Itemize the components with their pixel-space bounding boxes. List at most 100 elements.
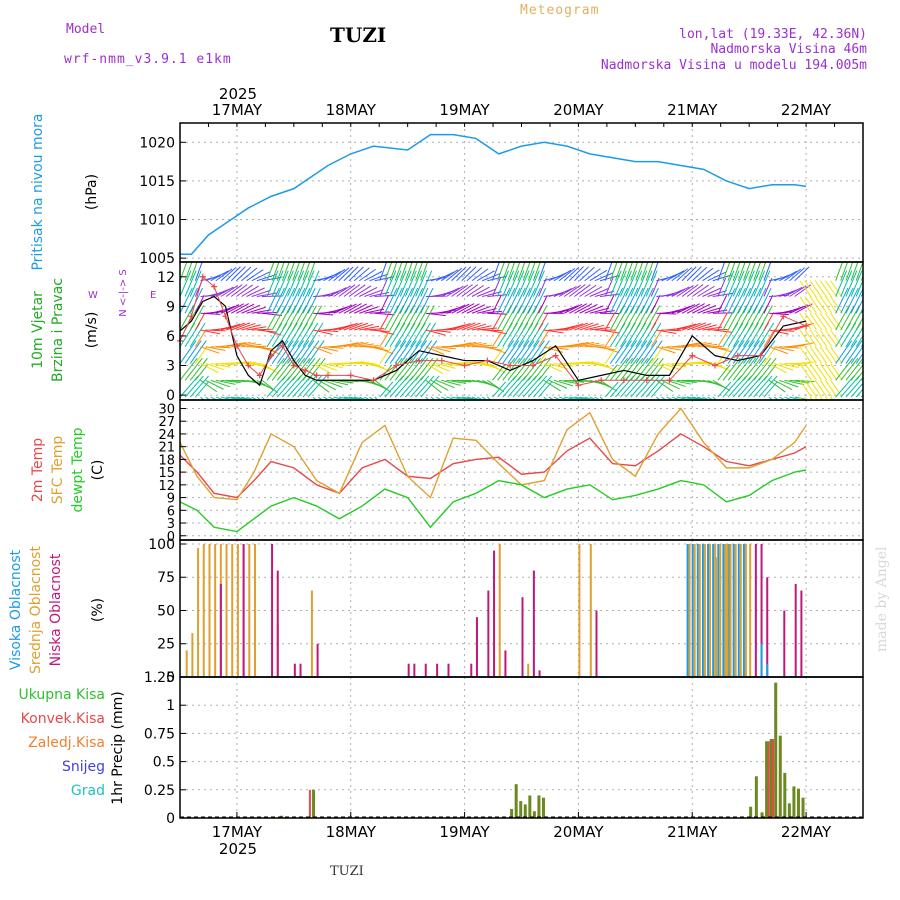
cloud-ylabel-high: Visoka Oblacnost [8, 549, 24, 670]
wind-arrow [599, 346, 620, 354]
wind-arrow [436, 346, 457, 350]
wind-arrow [194, 329, 207, 348]
wind-arrow [830, 363, 843, 381]
wind-arrow [650, 312, 662, 331]
wind-arrow [302, 305, 317, 331]
wind-arrow [348, 284, 366, 297]
temp-ylabel-dew: dewpt Temp [70, 427, 86, 512]
wind-arrow [620, 340, 638, 364]
wind-arrow [184, 375, 204, 398]
wind-arrow [210, 346, 231, 349]
cloud-bar [783, 610, 786, 677]
wind-arrow [661, 379, 680, 390]
wind-arrow [635, 270, 648, 297]
wind-arrow [614, 262, 623, 281]
wind-arrow [697, 343, 718, 348]
wind-arrow [297, 262, 306, 281]
wind-arrow [579, 342, 600, 348]
wind-gust-marker [324, 372, 331, 379]
wind-arrow [681, 396, 699, 400]
wind-arrow [819, 296, 833, 314]
wind-arrow [656, 379, 674, 392]
wind-arrow [282, 287, 296, 314]
cloud-bar [436, 663, 439, 677]
wind-arrow [722, 340, 740, 364]
wind-gust-marker [689, 352, 696, 359]
wind-arrow [538, 346, 551, 364]
wind-arrow [779, 379, 799, 388]
wind-arrow [666, 346, 687, 348]
wind-arrow [574, 303, 593, 314]
wind-arrow [522, 357, 541, 381]
lonlat: lon,lat (19.33E, 42.36N) [679, 27, 867, 42]
cloud-bar [766, 577, 769, 677]
wind-arrow [441, 287, 460, 297]
wind-arrow [835, 305, 850, 331]
wind-arrow [405, 375, 425, 398]
wind-arrow [425, 379, 442, 394]
wind-arrow [384, 375, 404, 398]
wind-arrow [318, 329, 339, 333]
wind-arrow [292, 305, 307, 331]
wind-arrow [676, 304, 696, 314]
temp-dewpt-line [179, 469, 807, 533]
wind-arrow [271, 270, 284, 297]
wind-arrow [359, 268, 376, 282]
cloud-bar [447, 663, 450, 677]
wind-arrow [461, 322, 481, 331]
wind-arrow [302, 287, 316, 314]
wind-gust-marker [199, 273, 206, 280]
pressure-line [180, 133, 807, 256]
wind-arrow [768, 346, 789, 355]
wind-arrow [451, 303, 470, 314]
wind-arrow [430, 329, 451, 333]
wind-arrow [825, 346, 838, 364]
wind-arrow [297, 340, 315, 364]
cloud-bar [532, 570, 535, 677]
wind-arrow [574, 361, 595, 365]
wind-arrow [343, 266, 359, 282]
wind-arrow [425, 346, 445, 355]
wind-gust-marker [575, 382, 582, 389]
wind-arrow [809, 346, 822, 364]
wind-arrow [328, 287, 347, 297]
bottom-day-label: 20MAY [553, 823, 604, 841]
wind-arrow [225, 284, 243, 297]
wind-arrow [784, 306, 804, 314]
precip-bar [528, 795, 532, 818]
wind-arrow [389, 340, 407, 364]
wind-arrow [399, 305, 415, 331]
wind-arrow [189, 262, 198, 281]
wind-arrow [564, 323, 584, 331]
wind-arrow [379, 329, 391, 348]
wind-arrow [446, 304, 465, 314]
wind-arrow [645, 262, 654, 281]
wind-arrow [261, 363, 280, 375]
wind-ylabel-2: Brzina i Pravac [50, 278, 66, 382]
cloud-bar [794, 583, 797, 677]
wind-arrow [446, 267, 463, 282]
wind-arrow [374, 363, 393, 374]
wind-arrow [645, 322, 662, 348]
wind-arrow [333, 285, 351, 297]
model-name: wrf-nmm_v3.9.1 e1km [64, 52, 232, 67]
precip-bar [778, 735, 782, 818]
wind-arrow [389, 270, 402, 297]
wind-arrow [200, 329, 221, 335]
wind-arrow [230, 284, 248, 297]
wind-arrow [538, 312, 549, 331]
wind-arrow [727, 357, 746, 381]
wind-arrow [809, 280, 822, 298]
wind-arrow [548, 396, 555, 400]
cloud-unit: (%) [90, 598, 106, 622]
wind-arrow [645, 287, 659, 314]
wind-arrow [532, 270, 545, 297]
wind-unit: (m/s) [84, 312, 100, 349]
wind-arrow [681, 341, 702, 348]
wind-arrow [359, 325, 380, 331]
wind-arrow [558, 305, 578, 314]
wind-arrow [471, 344, 492, 348]
wind-arrow [287, 305, 302, 331]
wind-arrow [620, 305, 635, 331]
